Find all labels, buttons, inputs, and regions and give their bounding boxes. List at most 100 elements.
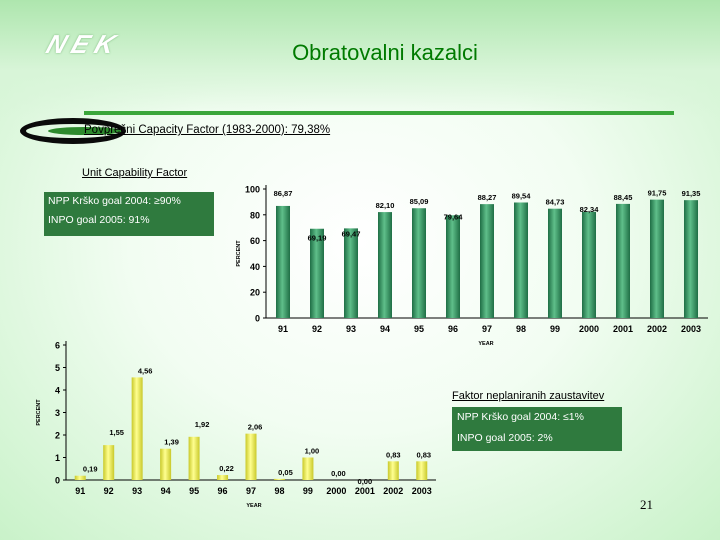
fnz-data-label: 4,56	[138, 366, 153, 375]
fnz-data-label: 0,22	[219, 464, 234, 473]
ucf-bar-2000	[582, 211, 596, 318]
ucf-x-tick-label: 93	[346, 324, 356, 334]
ucf-bar-93	[344, 228, 358, 318]
fnz-bar-2003	[416, 461, 428, 480]
ucf-y-tick-label: 60	[250, 236, 260, 246]
ucf-data-label: 89,54	[512, 191, 532, 200]
fnz-y-tick-label: 1	[55, 453, 60, 463]
fnz-bar-2002	[387, 461, 399, 480]
fnz-bar-97	[245, 433, 257, 480]
fnz-x-tick-label: 92	[104, 486, 114, 496]
ucf-data-label: 91,75	[648, 189, 667, 198]
decorative-ellipse-icon	[20, 118, 126, 144]
fnz-data-label: 1,92	[195, 420, 210, 429]
ucf-bar-98	[514, 202, 528, 318]
fnz-y-tick-label: 0	[55, 476, 60, 486]
page-title: Obratovalni kazalci	[292, 40, 478, 65]
ucf-data-label: 69,47	[342, 229, 361, 238]
fnz-data-label: 0,00	[358, 477, 373, 486]
fnz-x-tick-label: 98	[274, 486, 284, 496]
ucf-data-label: 86,87	[274, 189, 293, 198]
ucf-x-tick-label: 97	[482, 324, 492, 334]
fnz-y-tick-label: 4	[55, 386, 60, 396]
fnz-x-tick-label: 96	[218, 486, 228, 496]
ucf-chart-title: Unit Capability Factor	[82, 167, 188, 179]
fnz-x-tick-label: 2001	[355, 486, 375, 496]
page-number: 21	[640, 497, 653, 512]
ucf-data-label: 85,09	[410, 197, 429, 206]
ucf-y-tick-label: 40	[250, 262, 260, 272]
ucf-y-axis-label: PERCENT	[236, 240, 242, 267]
ucf-bar-2002	[650, 199, 664, 318]
ucf-goal-krsko: NPP Krško goal 2004: ≥90%	[48, 195, 181, 207]
ucf-bar-92	[310, 228, 324, 318]
ucf-goal-box: NPP Krško goal 2004: ≥90% INPO goal 2005…	[44, 192, 214, 236]
fnz-x-tick-label: 93	[132, 486, 142, 496]
ucf-data-label: 82,10	[376, 201, 395, 210]
fnz-bar-95	[188, 436, 200, 480]
ucf-goal-inpo: INPO goal 2005: 91%	[48, 213, 150, 226]
ucf-y-tick-label: 80	[250, 210, 260, 220]
capacity-factor-subtitle: Povprečni Capacity Factor (1983-2000): 7…	[84, 124, 331, 136]
fnz-data-label: 0,00	[331, 469, 346, 478]
ucf-x-tick-label: 2002	[647, 324, 667, 334]
fnz-data-label: 2,06	[248, 423, 263, 432]
fnz-bar-92	[103, 445, 115, 480]
ucf-x-tick-label: 94	[380, 324, 390, 334]
ucf-data-label: 88,27	[478, 193, 497, 202]
fnz-x-tick-label: 2000	[326, 486, 346, 496]
fnz-x-tick-label: 2003	[412, 486, 432, 496]
ucf-data-label: 88,45	[614, 193, 633, 202]
fnz-y-tick-label: 5	[55, 363, 60, 373]
fnz-goal-inpo: INPO goal 2005: 2%	[457, 431, 553, 444]
fnz-x-tick-label: 91	[75, 486, 85, 496]
fnz-goal-box: NPP Krško goal 2004: ≤1% INPO goal 2005:…	[452, 407, 622, 451]
fnz-chart-title: Faktor neplaniranih zaustavitev	[452, 390, 605, 402]
ucf-x-tick-label: 2001	[613, 324, 633, 334]
fnz-data-label: 0,83	[386, 450, 401, 459]
ucf-bar-2003	[684, 200, 698, 318]
ucf-bar-94	[378, 212, 392, 318]
ucf-x-tick-label: 2000	[579, 324, 599, 334]
fnz-x-tick-label: 2002	[383, 486, 403, 496]
fnz-bar-94	[160, 448, 172, 480]
header-band	[0, 0, 720, 118]
fnz-data-label: 1,00	[305, 447, 320, 456]
fnz-data-label: 0,19	[83, 465, 98, 474]
fnz-bar-91	[74, 475, 86, 480]
ucf-x-axis-label: YEAR	[478, 341, 493, 347]
fnz-x-tick-label: 95	[189, 486, 199, 496]
fnz-bar-93	[131, 377, 143, 480]
ucf-x-tick-label: 91	[278, 324, 288, 334]
fnz-data-label: 0,05	[278, 468, 293, 477]
ucf-x-tick-label: 98	[516, 324, 526, 334]
ucf-x-tick-label: 92	[312, 324, 322, 334]
fnz-x-tick-label: 99	[303, 486, 313, 496]
fnz-x-tick-label: 97	[246, 486, 256, 496]
fnz-data-label: 0,83	[416, 450, 431, 459]
ucf-y-tick-label: 0	[255, 314, 260, 324]
ucf-data-label: 82,34	[580, 205, 600, 214]
fnz-x-tick-label: 94	[161, 486, 171, 496]
ucf-bar-95	[412, 208, 426, 318]
fnz-bar-99	[302, 457, 314, 480]
ucf-y-tick-label: 20	[250, 288, 260, 298]
title-rule	[84, 111, 674, 115]
fnz-data-label: 1,39	[164, 438, 179, 447]
ucf-x-tick-label: 96	[448, 324, 458, 334]
fnz-bar-98	[273, 478, 285, 480]
ucf-data-label: 91,35	[682, 189, 701, 198]
fnz-y-tick-label: 3	[55, 408, 60, 418]
ucf-bar-2001	[616, 203, 630, 318]
ucf-data-label: 79,64	[444, 212, 464, 221]
fnz-y-tick-label: 6	[55, 341, 60, 351]
fnz-y-axis-label: PERCENT	[36, 399, 42, 426]
ucf-bar-99	[548, 208, 562, 318]
fnz-y-tick-label: 2	[55, 431, 60, 441]
ucf-bar-97	[480, 204, 494, 318]
ucf-bar-96	[446, 215, 460, 318]
fnz-bar-96	[217, 475, 229, 480]
ucf-bar-91	[276, 205, 290, 318]
ucf-y-tick-label: 100	[245, 185, 260, 195]
